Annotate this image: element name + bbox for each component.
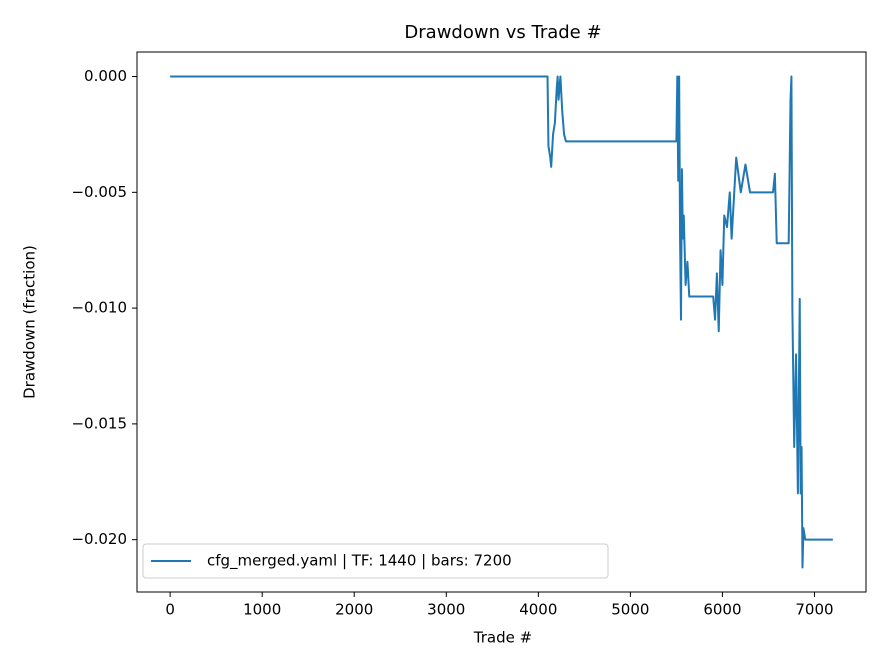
x-tick-label: 6000 — [703, 601, 741, 619]
x-tick-label: 5000 — [611, 601, 649, 619]
legend-box — [142, 543, 609, 579]
x-axis-label: Trade # — [473, 629, 532, 647]
x-tick-label: 1000 — [243, 601, 281, 619]
x-tick-label: 3000 — [427, 601, 465, 619]
chart-title: Drawdown vs Trade # — [404, 22, 601, 43]
y-tick-label: −0.020 — [71, 530, 127, 548]
axes-frame — [136, 51, 867, 593]
x-tick-label: 0 — [165, 601, 175, 619]
y-tick-label: 0.000 — [84, 67, 127, 85]
legend-label: cfg_merged.yaml | TF: 1440 | bars: 7200 — [207, 552, 512, 571]
y-axis-label: Drawdown (fraction) — [21, 245, 39, 399]
x-tick-label: 2000 — [335, 601, 373, 619]
y-tick-label: −0.010 — [71, 299, 127, 317]
data-line — [170, 75, 833, 569]
legend: cfg_merged.yaml | TF: 1440 | bars: 7200 — [142, 543, 609, 579]
x-tick-label: 4000 — [519, 601, 557, 619]
y-tick-label: −0.005 — [71, 183, 127, 201]
x-tick-label: 7000 — [795, 601, 833, 619]
y-tick-label: −0.015 — [71, 414, 127, 432]
